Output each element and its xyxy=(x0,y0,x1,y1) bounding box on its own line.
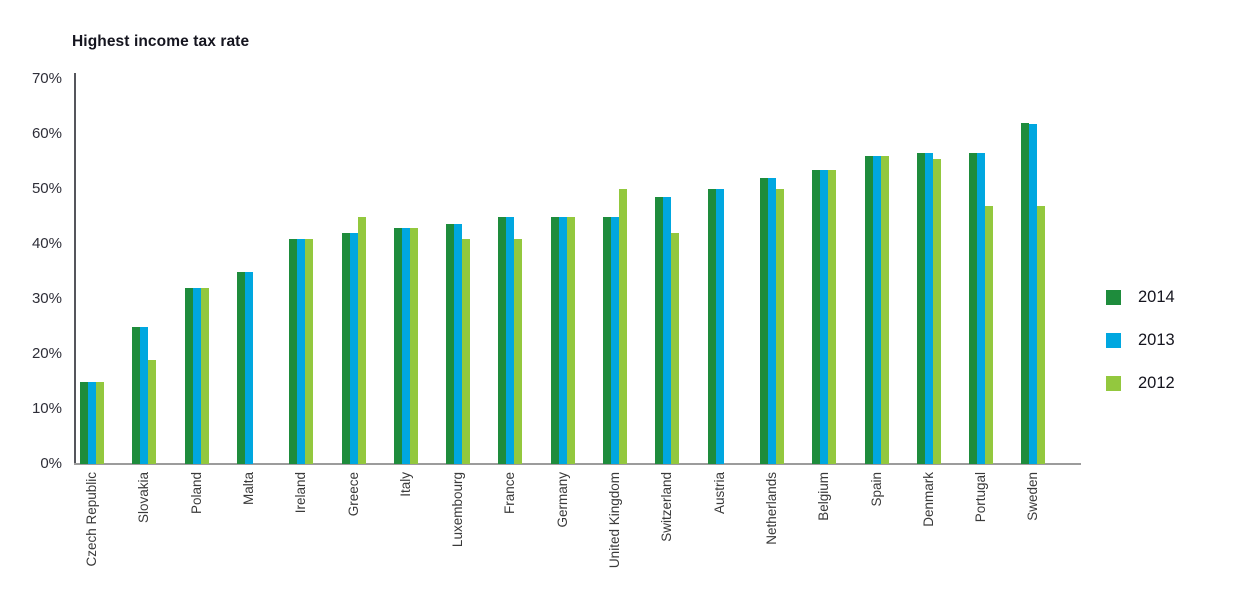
legend-item-2014: 2014 xyxy=(1106,288,1175,307)
bar-switzerland-2013 xyxy=(663,197,672,464)
x-label-italy: Italy xyxy=(397,472,413,497)
x-label-luxembourg: Luxembourg xyxy=(450,472,466,548)
chart-title: Highest income tax rate xyxy=(72,33,250,50)
x-label-united-kingdom: United Kingdom xyxy=(607,472,622,569)
x-label-switzerland: Switzerland xyxy=(659,472,675,542)
x-label-slovakia: Slovakia xyxy=(136,472,152,524)
bar-czech-republic-2013 xyxy=(88,381,96,464)
bar-slovakia-2013 xyxy=(140,326,149,464)
bar-malta-2014 xyxy=(236,271,245,464)
legend-swatch-2012 xyxy=(1106,376,1121,391)
bar-sweden-2014 xyxy=(1021,123,1030,464)
bar-greece-2014 xyxy=(341,233,350,464)
bar-luxembourg-2013 xyxy=(454,224,463,464)
bar-denmark-2014 xyxy=(916,153,925,464)
x-label-austria: Austria xyxy=(711,472,727,515)
legend-label-2014: 2014 xyxy=(1138,288,1175,306)
x-label-netherlands: Netherlands xyxy=(763,472,779,545)
bar-denmark-2013 xyxy=(924,153,933,464)
bar-poland-2014 xyxy=(184,288,193,464)
y-axis-line xyxy=(74,73,76,465)
bar-netherlands-2012 xyxy=(775,189,784,464)
bar-czech-republic-2012 xyxy=(96,381,104,464)
y-tick-60: 60% xyxy=(31,125,62,142)
bar-italy-2014 xyxy=(393,227,402,464)
x-label-ireland: Ireland xyxy=(293,472,309,514)
bar-sweden-2013 xyxy=(1029,124,1038,464)
bar-france-2012 xyxy=(514,238,523,464)
bar-greece-2013 xyxy=(349,233,358,464)
legend: 2014 2013 2012 xyxy=(1106,288,1175,417)
legend-swatch-2013 xyxy=(1106,333,1121,348)
x-label-poland: Poland xyxy=(188,472,204,515)
y-tick-70: 70% xyxy=(31,70,62,87)
bar-spain-2014 xyxy=(864,156,873,464)
bar-netherlands-2013 xyxy=(767,178,776,464)
bar-belgium-2012 xyxy=(828,169,837,464)
legend-item-2012: 2012 xyxy=(1106,374,1175,393)
x-label-germany: Germany xyxy=(554,472,570,528)
bar-portugal-2012 xyxy=(985,205,994,464)
bar-poland-2013 xyxy=(192,288,201,464)
bar-united-kingdom-2013 xyxy=(611,216,619,464)
bar-poland-2012 xyxy=(200,288,209,464)
bar-luxembourg-2012 xyxy=(462,238,471,464)
bar-belgium-2013 xyxy=(820,169,829,464)
x-label-greece: Greece xyxy=(345,472,361,517)
y-tick-10: 10% xyxy=(31,400,62,417)
bar-luxembourg-2014 xyxy=(446,224,455,464)
legend-item-2013: 2013 xyxy=(1106,331,1175,350)
bar-slovakia-2014 xyxy=(132,326,141,464)
bar-germany-2014 xyxy=(550,216,559,464)
bar-slovakia-2012 xyxy=(148,359,157,464)
bar-germany-2013 xyxy=(558,216,567,464)
bar-ireland-2012 xyxy=(305,238,314,464)
bar-malta-2013 xyxy=(244,271,253,464)
x-label-denmark: Denmark xyxy=(920,472,936,527)
bar-switzerland-2014 xyxy=(655,197,664,464)
y-tick-40: 40% xyxy=(31,235,62,252)
bar-germany-2012 xyxy=(566,216,575,464)
bar-portugal-2013 xyxy=(977,153,986,464)
legend-label-2013: 2013 xyxy=(1138,331,1175,349)
bar-austria-2013 xyxy=(715,189,724,464)
bar-sweden-2012 xyxy=(1037,205,1046,464)
legend-label-2012: 2012 xyxy=(1138,374,1175,392)
bar-france-2014 xyxy=(498,216,507,464)
bar-denmark-2012 xyxy=(932,159,941,464)
x-label-czech-republic: Czech Republic xyxy=(84,472,99,567)
x-label-portugal: Portugal xyxy=(973,472,989,523)
bar-greece-2012 xyxy=(357,216,366,464)
x-label-malta: Malta xyxy=(240,472,256,506)
bar-italy-2012 xyxy=(409,227,418,464)
bar-belgium-2014 xyxy=(812,169,821,464)
bar-united-kingdom-2012 xyxy=(619,189,627,464)
y-tick-0: 0% xyxy=(40,455,62,472)
bar-austria-2014 xyxy=(707,189,716,464)
bar-netherlands-2014 xyxy=(759,178,768,464)
bar-switzerland-2012 xyxy=(671,233,680,464)
bar-italy-2013 xyxy=(401,227,410,464)
y-tick-20: 20% xyxy=(31,345,62,362)
bar-united-kingdom-2014 xyxy=(603,216,611,464)
y-tick-30: 30% xyxy=(31,290,62,307)
bar-ireland-2013 xyxy=(297,238,306,464)
x-label-belgium: Belgium xyxy=(816,472,832,521)
x-label-france: France xyxy=(502,472,518,515)
x-label-spain: Spain xyxy=(868,472,884,507)
x-label-sweden: Sweden xyxy=(1025,472,1041,521)
bar-portugal-2014 xyxy=(969,153,978,464)
y-tick-50: 50% xyxy=(31,180,62,197)
legend-swatch-2014 xyxy=(1106,290,1121,305)
bar-spain-2013 xyxy=(872,156,881,464)
x-axis-baseline xyxy=(74,463,1081,465)
bar-ireland-2014 xyxy=(289,238,298,464)
bar-spain-2012 xyxy=(880,156,889,464)
bar-czech-republic-2014 xyxy=(80,381,88,464)
bar-france-2013 xyxy=(506,216,515,464)
